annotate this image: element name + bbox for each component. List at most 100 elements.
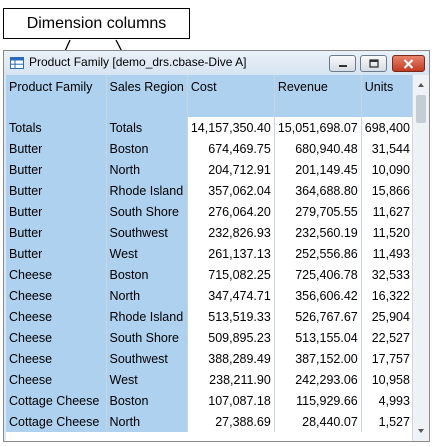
header-sales-region[interactable]: Sales Region (106, 75, 188, 117)
table-row[interactable]: Cottage Cheese Boston 107,087.18 115,929.66… (6, 390, 414, 411)
table-row[interactable]: Cheese Southwest 388,289.49 387,152.00 17,75… (6, 348, 414, 369)
cell-cost[interactable]: 27,388.69 (187, 411, 275, 432)
cell-revenue[interactable]: 115,929.66 (274, 390, 362, 411)
table-row[interactable]: Cheese Boston 715,082.25 725,406.78 32,533 (6, 264, 414, 285)
cell-sales-region[interactable]: North (106, 411, 188, 432)
cell-sales-region[interactable]: Rhode Island (106, 306, 188, 327)
cell-product-family[interactable]: Totals (6, 117, 107, 138)
cell-cost[interactable]: 107,087.18 (187, 390, 275, 411)
cell-sales-region[interactable]: Southwest (106, 348, 188, 369)
table-row[interactable]: Cheese Rhode Island 513,519.33 526,767.67 25… (6, 306, 414, 327)
table-row[interactable]: Cheese South Shore 509,895.23 513,155.04 22,… (6, 327, 414, 348)
cell-product-family[interactable]: Butter (6, 201, 107, 222)
cell-cost[interactable]: 261,137.13 (187, 243, 275, 264)
cell-cost[interactable]: 388,289.49 (187, 348, 275, 369)
table-row[interactable]: Cheese West 238,211.90 242,293.06 10,958 (6, 369, 414, 390)
cell-units[interactable]: 32,533 (361, 264, 414, 285)
cell-sales-region[interactable]: South Shore (106, 327, 188, 348)
cell-sales-region[interactable]: Boston (106, 390, 188, 411)
cell-cost[interactable]: 357,062.04 (187, 180, 275, 201)
vertical-scrollbar[interactable] (412, 75, 429, 441)
cell-product-family[interactable]: Butter (6, 159, 107, 180)
cell-units[interactable]: 11,627 (361, 201, 414, 222)
cell-units[interactable]: 15,866 (361, 180, 414, 201)
cell-sales-region[interactable]: South Shore (106, 201, 188, 222)
table-row[interactable]: Totals Totals 14,157,350.40 15,051,698.07 69… (6, 117, 414, 138)
cell-revenue[interactable]: 725,406.78 (274, 264, 362, 285)
cell-units[interactable]: 11,493 (361, 243, 414, 264)
cell-cost[interactable]: 14,157,350.40 (187, 117, 275, 138)
cell-units[interactable]: 10,090 (361, 159, 414, 180)
cell-revenue[interactable]: 356,606.42 (274, 285, 362, 306)
cell-units[interactable]: 698,400 (361, 117, 414, 138)
cell-product-family[interactable]: Butter (6, 180, 107, 201)
header-product-family[interactable]: Product Family (6, 75, 107, 117)
cell-cost[interactable]: 238,211.90 (187, 369, 275, 390)
cell-units[interactable]: 16,322 (361, 285, 414, 306)
header-revenue[interactable]: Revenue (274, 75, 362, 117)
cell-revenue[interactable]: 201,149.45 (274, 159, 362, 180)
title-bar[interactable]: Product Family [demo_drs.cbase-Dive A] (4, 51, 429, 75)
close-button[interactable] (392, 55, 425, 72)
cell-revenue[interactable]: 252,556.86 (274, 243, 362, 264)
cell-sales-region[interactable]: Southwest (106, 222, 188, 243)
cell-product-family[interactable]: Cheese (6, 306, 107, 327)
table-row[interactable]: Butter North 204,712.91 201,149.45 10,090 (6, 159, 414, 180)
cell-sales-region[interactable]: North (106, 159, 188, 180)
cell-revenue[interactable]: 387,152.00 (274, 348, 362, 369)
table-row[interactable]: Butter Boston 674,469.75 680,940.48 31,544 (6, 138, 414, 159)
cell-cost[interactable]: 715,082.25 (187, 264, 275, 285)
cell-product-family[interactable]: Cheese (6, 348, 107, 369)
cell-product-family[interactable]: Cheese (6, 285, 107, 306)
cell-revenue[interactable]: 242,293.06 (274, 369, 362, 390)
cell-product-family[interactable]: Butter (6, 222, 107, 243)
cell-sales-region[interactable]: Rhode Island (106, 180, 188, 201)
cell-product-family[interactable]: Cottage Cheese (6, 411, 107, 432)
cell-cost[interactable]: 232,826.93 (187, 222, 275, 243)
cell-product-family[interactable]: Butter (6, 138, 107, 159)
cell-product-family[interactable]: Butter (6, 243, 107, 264)
table-row[interactable]: Butter Rhode Island 357,062.04 364,688.80 15… (6, 180, 414, 201)
header-units[interactable]: Units (361, 75, 414, 117)
data-grid[interactable]: Product Family Sales Region Cost Revenue… (6, 75, 429, 441)
cell-cost[interactable]: 204,712.91 (187, 159, 275, 180)
cell-revenue[interactable]: 680,940.48 (274, 138, 362, 159)
header-cost[interactable]: Cost (187, 75, 275, 117)
table-row[interactable]: Butter West 261,137.13 252,556.86 11,493 (6, 243, 414, 264)
cell-units[interactable]: 1,527 (361, 411, 414, 432)
cell-revenue[interactable]: 279,705.55 (274, 201, 362, 222)
cell-units[interactable]: 22,527 (361, 327, 414, 348)
cell-cost[interactable]: 513,519.33 (187, 306, 275, 327)
table-row[interactable]: Butter Southwest 232,826.93 232,560.19 11,52… (6, 222, 414, 243)
cell-sales-region[interactable]: Boston (106, 264, 188, 285)
cell-units[interactable]: 17,757 (361, 348, 414, 369)
scroll-down-button[interactable] (413, 423, 429, 439)
cell-sales-region[interactable]: Totals (106, 117, 188, 138)
cell-product-family[interactable]: Cheese (6, 369, 107, 390)
cell-revenue[interactable]: 364,688.80 (274, 180, 362, 201)
scroll-thumb[interactable] (416, 95, 426, 123)
cell-sales-region[interactable]: Boston (106, 138, 188, 159)
table-row[interactable]: Cottage Cheese North 27,388.69 28,440.07 1,5… (6, 411, 414, 432)
cell-units[interactable]: 10,958 (361, 369, 414, 390)
cell-sales-region[interactable]: North (106, 285, 188, 306)
cell-product-family[interactable]: Cottage Cheese (6, 390, 107, 411)
cell-revenue[interactable]: 15,051,698.07 (274, 117, 362, 138)
minimize-button[interactable] (329, 55, 356, 72)
cell-cost[interactable]: 347,474.71 (187, 285, 275, 306)
cell-revenue[interactable]: 28,440.07 (274, 411, 362, 432)
cell-product-family[interactable]: Cheese (6, 327, 107, 348)
cell-revenue[interactable]: 513,155.04 (274, 327, 362, 348)
cell-units[interactable]: 31,544 (361, 138, 414, 159)
cell-units[interactable]: 25,904 (361, 306, 414, 327)
cell-revenue[interactable]: 232,560.19 (274, 222, 362, 243)
cell-sales-region[interactable]: West (106, 243, 188, 264)
cell-revenue[interactable]: 526,767.67 (274, 306, 362, 327)
scroll-up-button[interactable] (413, 77, 429, 93)
cell-product-family[interactable]: Cheese (6, 264, 107, 285)
cell-cost[interactable]: 276,064.20 (187, 201, 275, 222)
maximize-button[interactable] (360, 55, 387, 72)
table-row[interactable]: Butter South Shore 276,064.20 279,705.55 11,… (6, 201, 414, 222)
cell-sales-region[interactable]: West (106, 369, 188, 390)
table-row[interactable]: Cheese North 347,474.71 356,606.42 16,322 (6, 285, 414, 306)
